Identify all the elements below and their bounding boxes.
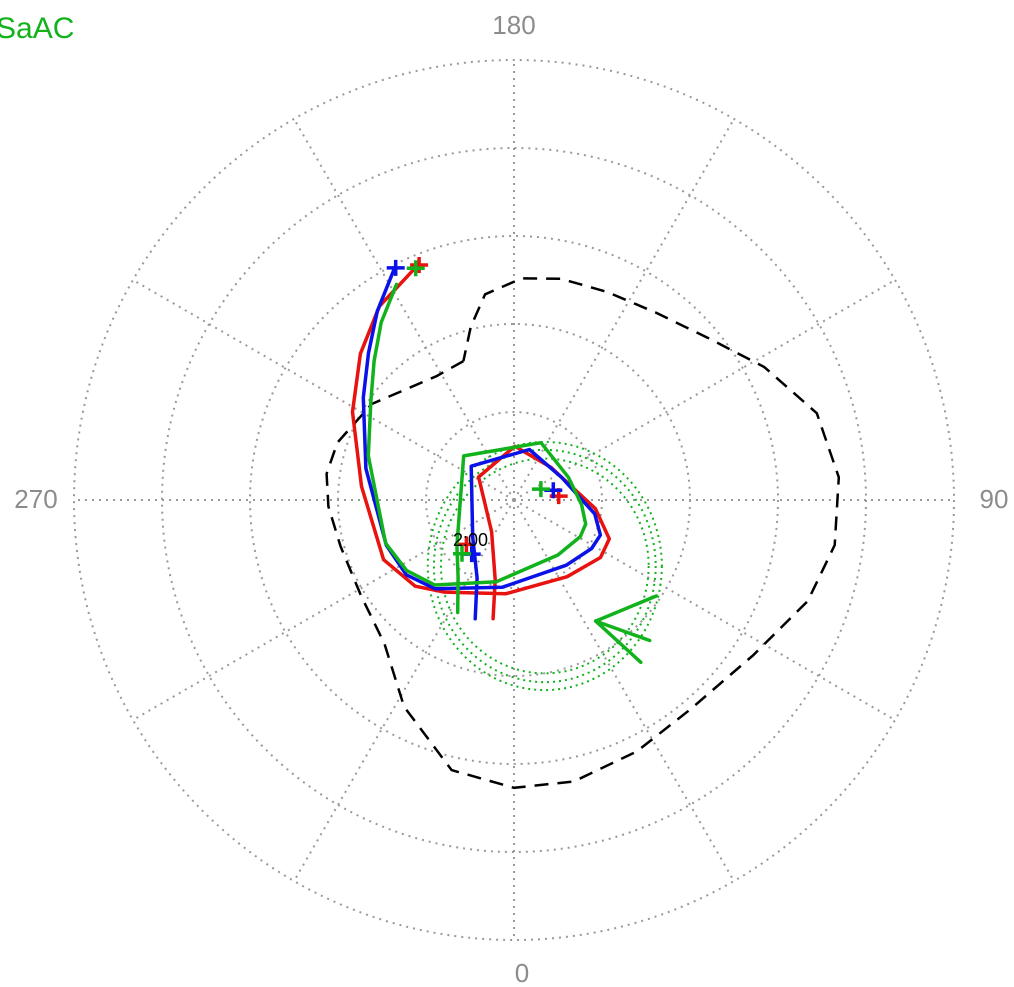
angle-label-bottom: 0 bbox=[515, 958, 529, 987]
green-spike-2 bbox=[593, 594, 659, 623]
series-blue-tick-0 bbox=[386, 259, 405, 276]
grid-spoke-210 bbox=[293, 118, 515, 501]
series-green-tick-2 bbox=[531, 481, 550, 498]
series-layer bbox=[350, 257, 659, 665]
green-spike-1 bbox=[593, 619, 652, 643]
boundary-layer bbox=[325, 277, 841, 790]
polar-grid bbox=[73, 59, 955, 941]
angle-label-left: 270 bbox=[14, 484, 57, 514]
oval-dotted-2 bbox=[426, 440, 663, 692]
grid-spoke-240 bbox=[132, 279, 515, 501]
boundary-dashed-line bbox=[325, 277, 841, 790]
chart-title: SaAC bbox=[0, 12, 74, 45]
grid-circle-50 bbox=[73, 59, 955, 941]
green-spike-0 bbox=[593, 619, 643, 665]
series-green-tick-0 bbox=[406, 260, 425, 277]
oval-dotted-0 bbox=[439, 457, 650, 675]
grid-circle-10 bbox=[425, 411, 603, 589]
grid-circle-30 bbox=[249, 235, 779, 765]
series-red-line bbox=[350, 262, 612, 621]
time-label: 2:00 bbox=[453, 530, 488, 550]
series-green-tick-1 bbox=[453, 545, 471, 562]
angle-label-top: 180 bbox=[492, 10, 535, 40]
series-blue-line bbox=[361, 265, 603, 621]
grid-spoke-330 bbox=[293, 499, 515, 882]
angle-label-right: 90 bbox=[980, 484, 1009, 514]
grid-spoke-120 bbox=[513, 279, 896, 501]
series-red-tick-0 bbox=[410, 257, 429, 273]
series-green-line bbox=[366, 282, 588, 615]
